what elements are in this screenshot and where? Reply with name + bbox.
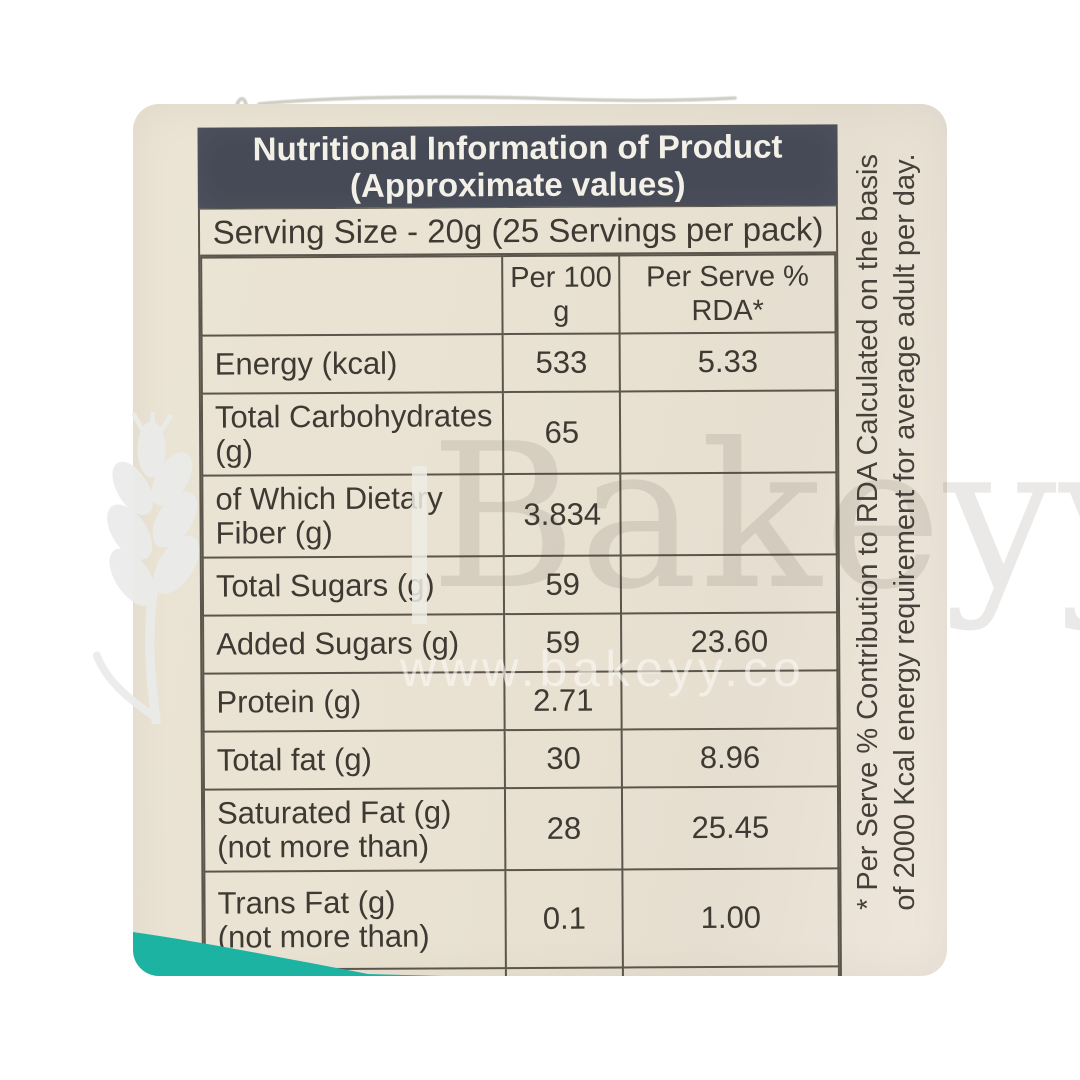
table-header-row: Per 100 g Per Serve % RDA* — [201, 254, 836, 336]
watermark-divider — [412, 466, 427, 624]
row-per100-value: 0.1 — [505, 869, 624, 969]
watermark-website-text: www.bakeyy.co — [400, 641, 806, 697]
row-rda-value: 25.45 — [622, 786, 839, 870]
package-photo: Nutritional Information of Product (Appr… — [133, 104, 947, 976]
row-name: Trans Fat (g) — [217, 884, 396, 921]
row-per100-value: 28 — [505, 787, 623, 871]
label-title-line2: (Approximate values) — [349, 165, 686, 204]
table-row: Total fat (g) 30 8.96 — [203, 728, 838, 790]
row-per100-value: 0 — [506, 967, 624, 976]
wheat-icon — [92, 412, 200, 724]
row-name: Total fat (g) — [216, 741, 372, 778]
row-rda-value: 8.96 — [622, 728, 838, 788]
row-rda-value — [623, 966, 840, 976]
label-title-bar: Nutritional Information of Product (Appr… — [197, 124, 838, 209]
table-row: Saturated Fat (g) (not more than) 28 25.4… — [203, 786, 839, 872]
header-per-100g: Per 100 g — [502, 255, 620, 335]
teal-package-corner — [133, 932, 443, 976]
row-rda-value: 5.33 — [619, 332, 836, 392]
row-name: Energy (kcal) — [214, 345, 398, 382]
row-rda-value: 1.00 — [622, 868, 839, 968]
row-name: Saturated Fat (g) — [216, 794, 452, 831]
header-per-serve-rda: Per Serve % RDA* — [619, 254, 836, 334]
header-empty-cell — [201, 256, 503, 336]
watermark-brand-text: Bakeyy — [430, 401, 1080, 634]
row-subnote: (not more than) — [217, 828, 430, 865]
label-title-line1: Nutritional Information of Product — [252, 127, 783, 168]
row-per100-value: 533 — [502, 333, 621, 393]
serving-size-line: Serving Size - 20g (25 Servings per pack… — [199, 206, 837, 257]
row-per100-value: 30 — [504, 729, 623, 789]
table-row: Energy (kcal) 533 5.33 — [201, 332, 836, 394]
